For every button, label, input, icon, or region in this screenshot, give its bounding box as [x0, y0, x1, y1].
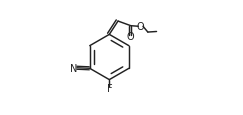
- Text: F: F: [106, 84, 112, 93]
- Text: N: N: [70, 63, 78, 73]
- Text: O: O: [137, 22, 144, 32]
- Text: O: O: [127, 32, 135, 42]
